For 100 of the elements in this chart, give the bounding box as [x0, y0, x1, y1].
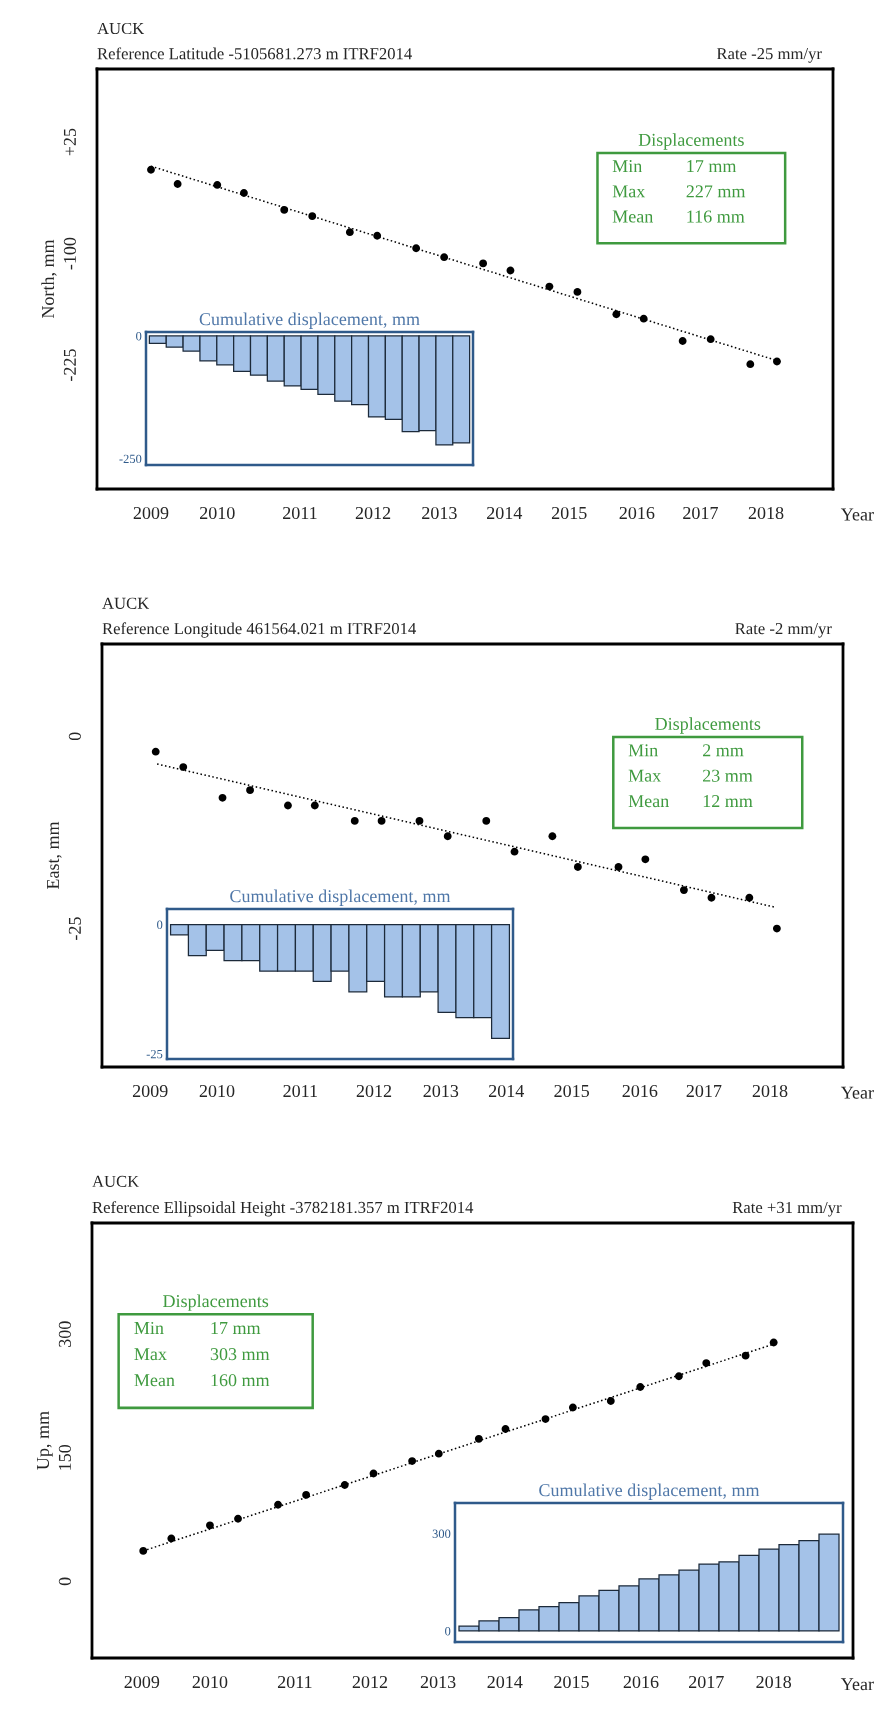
- x-tick-label: 2015: [551, 506, 587, 520]
- chart-title: Cumulative displacement, mm: [230, 889, 451, 906]
- x-tick-label: 2013: [420, 1675, 456, 1689]
- x-tick-label: 2011: [277, 1675, 312, 1689]
- annotation: 23 mm: [703, 769, 753, 782]
- annotation: 116 mm: [687, 210, 745, 223]
- x-tick-label: 2017: [686, 1084, 722, 1098]
- point: [274, 1500, 282, 1509]
- annotation: Max: [612, 185, 646, 198]
- point: [545, 282, 554, 291]
- point: [246, 786, 254, 795]
- point: [369, 1469, 378, 1478]
- point: [280, 205, 289, 214]
- point: [139, 1546, 148, 1555]
- point: [408, 1457, 417, 1466]
- x-tick-label: 2018: [748, 506, 784, 520]
- point: [510, 847, 519, 856]
- annotation: Max: [628, 769, 661, 782]
- point: [151, 747, 160, 756]
- x-tick-label: 2014: [488, 1084, 525, 1098]
- point: [213, 181, 222, 189]
- x-axis-title: Year: [840, 508, 874, 521]
- annotation: 2 mm: [703, 744, 744, 757]
- y-tick-label: 0: [136, 331, 142, 341]
- x-tick-label: 2012: [355, 506, 391, 520]
- y-tick-label: +25: [63, 128, 76, 156]
- text: Rate -2 mm/yr: [735, 623, 832, 638]
- chart-title: Cumulative displacement, mm: [199, 312, 420, 329]
- point: [707, 893, 716, 902]
- point: [745, 893, 754, 902]
- annotation: Mean: [628, 795, 669, 808]
- point: [302, 1490, 311, 1499]
- point: [541, 1415, 550, 1424]
- x-tick-label: 2011: [283, 506, 317, 520]
- point: [573, 863, 582, 871]
- x-tick-label: 2010: [192, 1675, 228, 1689]
- x-tick-label: 2015: [554, 1675, 589, 1689]
- y-tick-label: -25: [68, 917, 81, 940]
- x-tick-label: 2015: [554, 1084, 590, 1098]
- point: [573, 288, 582, 296]
- point: [741, 1351, 750, 1360]
- chart-subtitle: Reference Ellipsoidal Height -3782181.357 m ITRF2014: [92, 1201, 474, 1217]
- point: [218, 793, 227, 802]
- point: [769, 1338, 778, 1347]
- point: [706, 335, 715, 344]
- y-tick-label: -100: [63, 237, 76, 270]
- point: [474, 1434, 483, 1443]
- x-tick-label: 2009: [133, 506, 169, 520]
- point: [679, 886, 688, 895]
- x-tick-label: 2012: [356, 1084, 392, 1098]
- x-tick-label: 2009: [132, 1084, 168, 1098]
- y-tick-label: 0: [157, 920, 163, 929]
- annotation: Displacements: [638, 133, 744, 150]
- chart-title: Cumulative displacement, mm: [539, 1483, 760, 1500]
- y-tick-label: -25: [146, 1049, 163, 1059]
- x-tick-label: 2016: [619, 506, 655, 520]
- y-axis-title: East, mm: [47, 821, 62, 890]
- y-tick-label: 300: [58, 1321, 71, 1347]
- annotation: Min: [628, 744, 658, 757]
- y-axis-title: North, mm: [41, 239, 57, 319]
- point: [434, 1449, 443, 1458]
- annotation: 17 mm: [687, 160, 737, 173]
- x-tick-label: 2016: [623, 1675, 659, 1689]
- y-tick-label: 0: [68, 732, 81, 741]
- point: [548, 832, 557, 841]
- y-tick-label: -250: [119, 454, 142, 464]
- point: [636, 1383, 645, 1391]
- point: [773, 357, 781, 366]
- chart-title: AUCK: [97, 22, 145, 35]
- point: [479, 259, 488, 268]
- chart-subtitle: Reference Latitude -5105681.273 m ITRF2014: [97, 47, 412, 60]
- point: [612, 310, 621, 319]
- y-tick-label: -225: [63, 349, 76, 381]
- point: [506, 266, 515, 275]
- point: [179, 763, 188, 771]
- point: [641, 855, 650, 864]
- point: [678, 337, 687, 345]
- annotation: Displacements: [163, 1294, 269, 1311]
- x-axis-title: Year: [840, 1678, 874, 1691]
- point: [415, 816, 424, 825]
- annotation: Max: [134, 1348, 167, 1361]
- x-tick-label: 2013: [423, 1084, 459, 1098]
- point: [167, 1534, 176, 1543]
- x-axis-title: Year: [840, 1086, 874, 1099]
- point: [377, 816, 386, 825]
- chart-title: AUCK: [92, 1175, 140, 1187]
- point: [746, 360, 755, 369]
- point: [345, 228, 354, 237]
- point: [234, 1514, 242, 1523]
- y-tick-label: 0: [58, 1577, 71, 1586]
- x-tick-label: 2011: [283, 1084, 317, 1098]
- annotation: Mean: [134, 1374, 175, 1387]
- annotation: 160 mm: [211, 1374, 270, 1387]
- x-tick-label: 2017: [689, 1675, 724, 1689]
- x-tick-label: 2018: [752, 1084, 788, 1098]
- annotation: Displacements: [655, 717, 761, 734]
- annotation: Min: [612, 160, 643, 173]
- x-tick-label: 2014: [487, 506, 523, 520]
- point: [614, 863, 623, 871]
- point: [482, 816, 491, 825]
